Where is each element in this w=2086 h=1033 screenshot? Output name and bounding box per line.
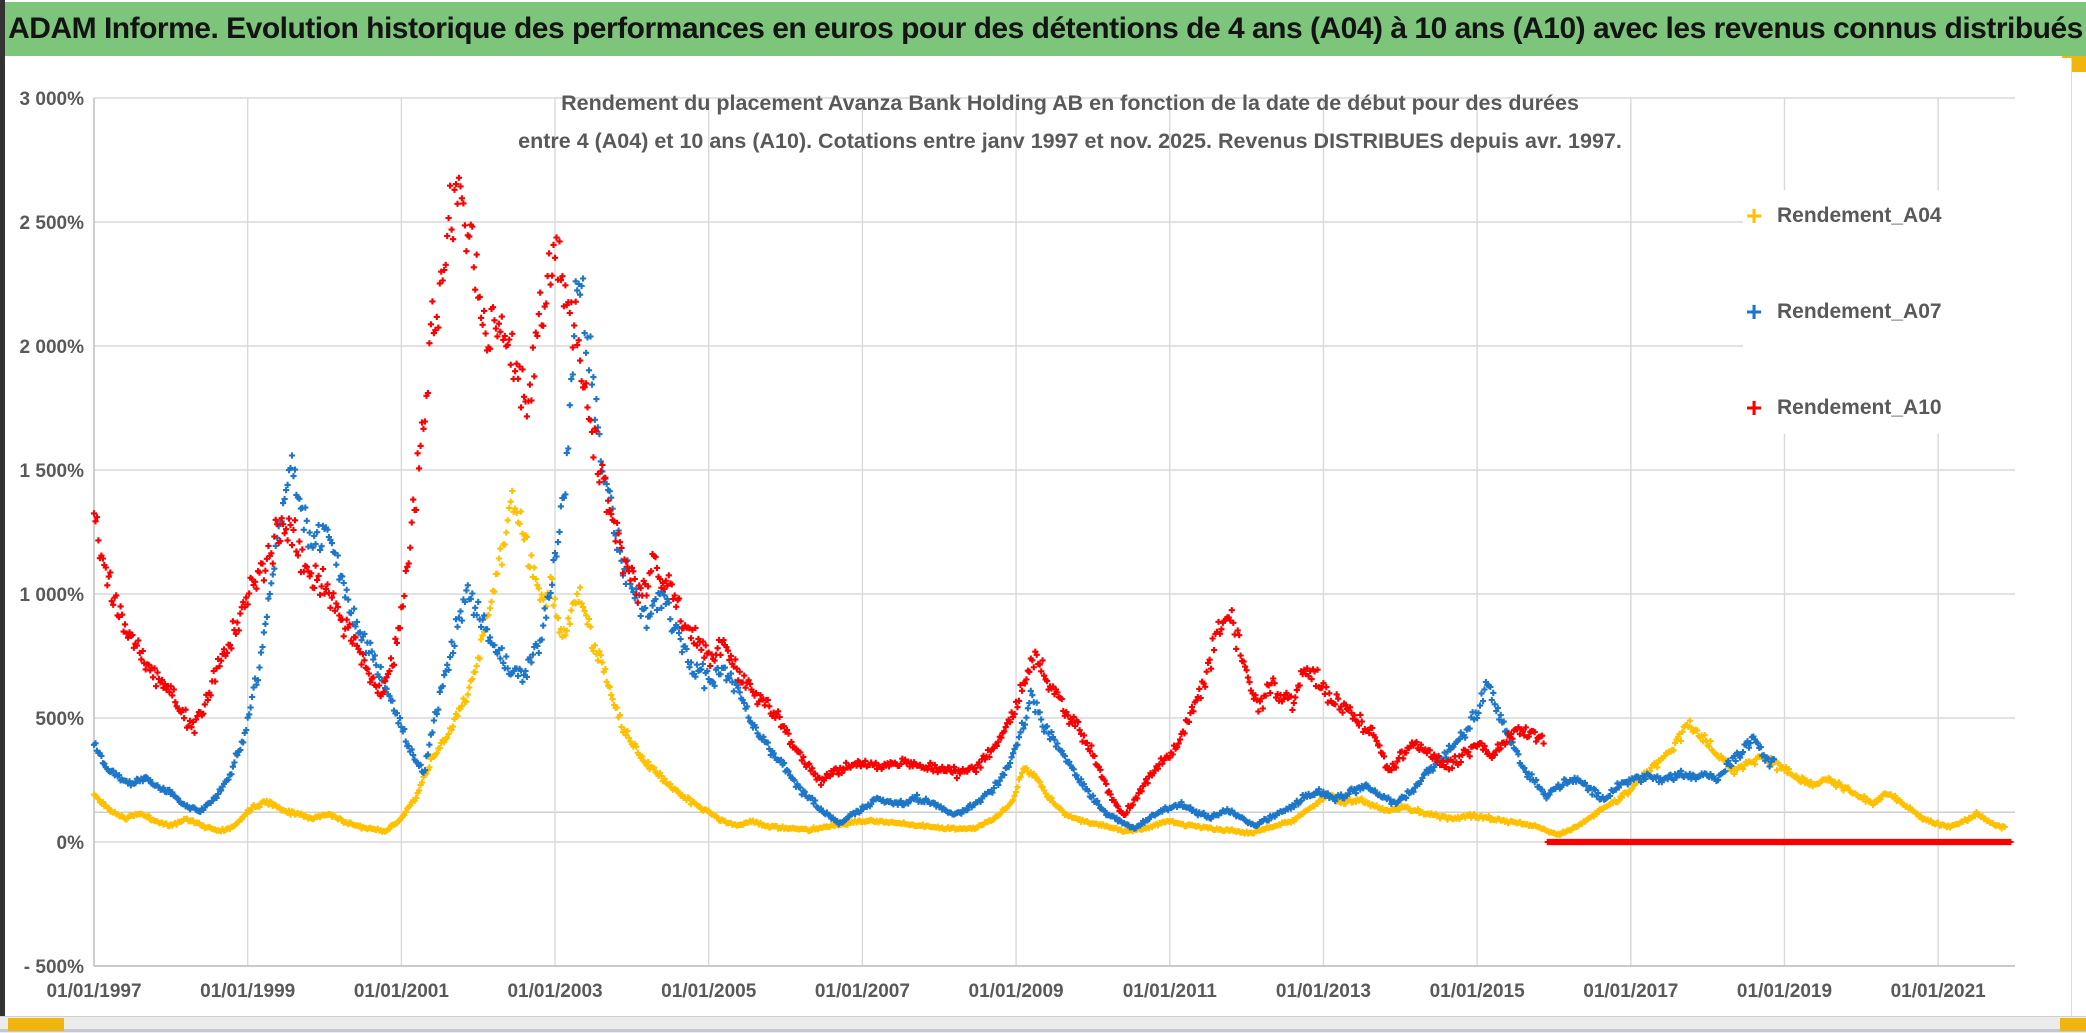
plus-marker-icon: + (1745, 296, 1763, 327)
y-axis-tick-label: - 500% (24, 957, 84, 978)
x-axis-tick-label: 01/01/2013 (1276, 981, 1371, 1002)
series-points-Rendement_A07[interactable] (90, 275, 1778, 832)
legend-label: Rendement_A04 (1777, 204, 1942, 227)
bottom-strip (0, 1016, 2086, 1033)
y-axis-tick-label: 1 000% (20, 585, 85, 606)
page-title: ADAM Informe. Evolution historique des p… (8, 12, 2083, 45)
y-axis-tick-label: 500% (35, 709, 84, 730)
x-axis-tick-label: 01/01/2009 (969, 981, 1064, 1002)
y-axis-tick-label: 2 500% (20, 213, 85, 234)
y-axis-tick-label: 1 500% (20, 461, 85, 482)
x-axis-tick-label: 01/01/2021 (1891, 981, 1987, 1002)
legend-label: Rendement_A10 (1777, 396, 1942, 419)
x-axis-tick-label: 01/01/2011 (1123, 981, 1217, 1002)
chart-title-line2: entre 4 (A04) et 10 ans (A10). Cotations… (518, 129, 1622, 153)
x-axis-tick-label: 01/01/2017 (1583, 981, 1678, 1002)
legend-item-rendement-a07[interactable]: + Rendement_A07 (1743, 292, 2015, 332)
plus-marker-icon: + (1745, 200, 1763, 231)
legend-item-rendement-a10[interactable]: + Rendement_A10 (1743, 388, 2015, 428)
legend-label: Rendement_A07 (1777, 300, 1942, 323)
x-axis-tick-label: 01/01/2003 (507, 981, 602, 1002)
chart-legend: + Rendement_A04 + Rendement_A07 + Rendem… (1743, 190, 2015, 434)
bottom-edge-line (0, 1029, 2086, 1032)
x-axis-tick-label: 01/01/1997 (46, 981, 141, 1002)
x-axis-tick-label: 01/01/2019 (1737, 981, 1832, 1002)
x-axis-tick-label: 01/01/2001 (354, 981, 450, 1002)
performance-chart[interactable]: 3 000% 2 500% 2 000% 1 500% 1 000% 500% 0% - 50… (5, 58, 2072, 1016)
accent-bottom-left (8, 1018, 64, 1031)
y-axis-tick-label: 0% (57, 833, 85, 854)
x-axis-tick-label: 01/01/1999 (200, 981, 295, 1002)
x-axis-tick-label: 01/01/2007 (815, 981, 910, 1002)
plus-marker-icon: + (1745, 392, 1763, 423)
legend-item-rendement-a04[interactable]: + Rendement_A04 (1743, 196, 2015, 236)
chart-title-line1: Rendement du placement Avanza Bank Holdi… (561, 91, 1579, 115)
accent-bottom-right (2060, 1018, 2086, 1031)
x-axis-tick-label: 01/01/2015 (1430, 981, 1526, 1002)
x-axis-tick-label: 01/01/2005 (661, 981, 757, 1002)
chart-title: Rendement du placement Avanza Bank Holdi… (300, 84, 1840, 160)
series-points-Rendement_A10[interactable] (90, 174, 2014, 846)
y-axis-tick-label: 3 000% (20, 89, 85, 110)
header-banner: ADAM Informe. Evolution historique des p… (5, 2, 2086, 56)
y-axis-tick-label: 2 000% (20, 337, 85, 358)
series-points-Rendement_A04[interactable] (90, 487, 2008, 838)
left-edge-strip (0, 0, 5, 1032)
